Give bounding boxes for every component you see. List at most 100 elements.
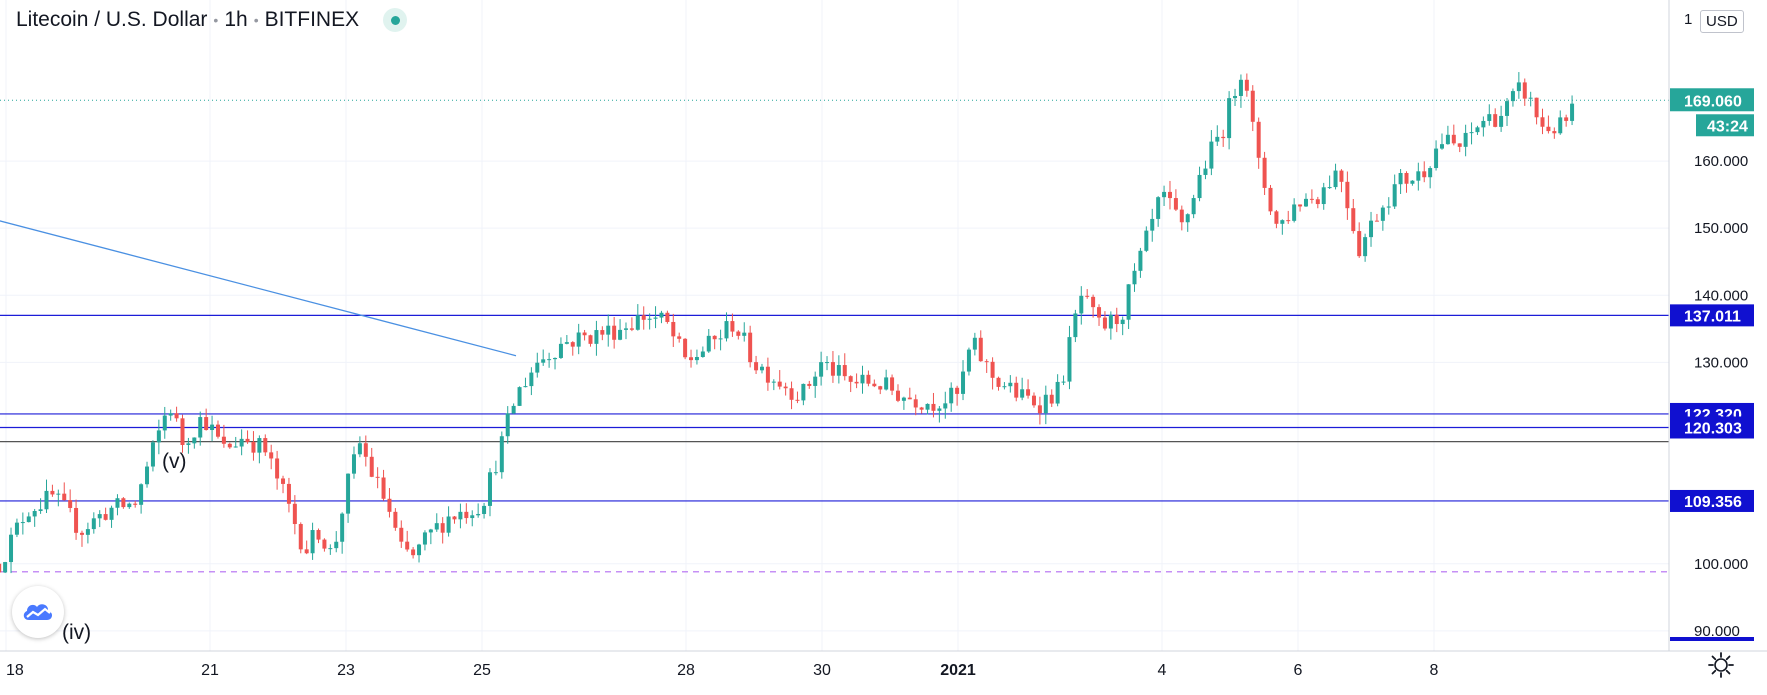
- candle-body: [919, 407, 924, 410]
- candle-body: [635, 315, 640, 330]
- candle-body: [925, 403, 930, 410]
- candle-body: [180, 418, 185, 445]
- candle-body: [1031, 395, 1036, 406]
- cloud-logo-icon: [23, 604, 53, 620]
- grid-lines: [0, 0, 1669, 651]
- price-tick-label: 1: [1684, 11, 1692, 28]
- candle-body: [1505, 101, 1510, 116]
- candle-body: [1097, 307, 1102, 318]
- candle-body: [718, 338, 723, 340]
- candle-body: [529, 372, 534, 387]
- candle-body: [866, 374, 871, 384]
- candle-body: [1274, 211, 1279, 224]
- separator-dot: •: [253, 12, 259, 28]
- candle-body: [1156, 197, 1161, 219]
- candle-body: [1481, 120, 1486, 128]
- symbol-header[interactable]: Litecoin / U.S. Dollar • 1h • BITFINEX: [16, 8, 408, 32]
- candle-body: [1102, 317, 1107, 329]
- candle-body: [830, 362, 835, 376]
- candle-body: [629, 328, 634, 330]
- candle-body: [85, 529, 90, 535]
- horizontal-levels[interactable]: [0, 99, 1669, 573]
- candle-body: [700, 351, 705, 357]
- candle-body: [895, 390, 900, 401]
- time-tick-label: 18: [6, 662, 24, 679]
- candle-body: [74, 507, 79, 533]
- candle-body: [1469, 132, 1474, 134]
- candle-body: [582, 332, 587, 336]
- candle-body: [659, 312, 664, 318]
- candle-body: [848, 376, 853, 382]
- trendlines[interactable]: [0, 23, 517, 409]
- market-open-dot-icon[interactable]: [383, 8, 408, 32]
- candle-body: [943, 403, 948, 409]
- candle-body: [901, 397, 906, 401]
- candle-body: [1268, 187, 1273, 212]
- candle-body: [1333, 170, 1338, 188]
- candle-body: [428, 529, 433, 533]
- currency-button[interactable]: USD: [1700, 10, 1744, 33]
- candle-body: [1049, 394, 1054, 404]
- candle-body: [464, 511, 469, 519]
- candle-body: [239, 438, 244, 447]
- candle-body: [446, 516, 451, 533]
- candle-body: [210, 424, 215, 431]
- candle-body: [1404, 172, 1409, 184]
- candle-body: [1108, 314, 1113, 329]
- candle-body: [493, 472, 498, 474]
- settings-gear-icon[interactable]: [1706, 650, 1736, 680]
- candle-body: [310, 530, 315, 554]
- candle-body: [1215, 136, 1220, 142]
- candle-body: [251, 441, 256, 453]
- candle-body: [706, 335, 711, 352]
- candle-body: [263, 438, 268, 453]
- price-level-label-bg: [1670, 304, 1754, 327]
- candle-body: [476, 513, 481, 516]
- candle-body: [665, 312, 670, 322]
- candle-body: [795, 399, 800, 401]
- trendline[interactable]: [0, 23, 517, 357]
- candle-body: [1079, 295, 1084, 314]
- candle-body: [233, 446, 238, 448]
- candle-body: [937, 408, 942, 411]
- candle-body: [417, 544, 422, 556]
- candle-body: [20, 522, 25, 524]
- price-axis[interactable]: 1 160.000 150.000 140.000 130.000 100.000 90.0…: [1670, 11, 1754, 641]
- candle-body: [1026, 389, 1031, 396]
- candle-body: [842, 365, 847, 377]
- candle-body: [168, 413, 173, 416]
- candle-body: [1416, 171, 1421, 181]
- time-tick-label: 25: [473, 662, 491, 679]
- candle-body: [1386, 206, 1391, 208]
- candle-body: [121, 498, 126, 508]
- candle-body: [1327, 187, 1332, 189]
- candle-body: [411, 549, 416, 556]
- candle-body: [198, 417, 203, 438]
- candle-body: [623, 328, 628, 330]
- candle-body: [742, 332, 747, 336]
- candle-body: [1570, 103, 1575, 121]
- candle-body: [1120, 319, 1125, 325]
- candle-body: [1179, 209, 1184, 223]
- candle-body: [245, 438, 250, 442]
- candle-body: [1499, 115, 1504, 127]
- candle-body: [1250, 90, 1255, 122]
- candle-body: [825, 362, 830, 364]
- time-tick-label: 21: [201, 662, 219, 679]
- candle-body: [1043, 394, 1048, 414]
- candle-body: [1244, 79, 1249, 91]
- candle-body: [907, 397, 912, 400]
- time-axis[interactable]: 18 21 23 25 28 30 2021 4 6 8: [6, 662, 1439, 679]
- candle-body: [1510, 91, 1515, 102]
- candle-body: [736, 331, 741, 336]
- tradingview-logo[interactable]: [12, 586, 64, 638]
- candle-body: [689, 357, 694, 361]
- candle-body: [1037, 405, 1042, 414]
- candle-body: [1475, 127, 1480, 133]
- candle-body: [434, 523, 439, 530]
- candle-body: [1298, 204, 1303, 207]
- candle-body: [1422, 171, 1427, 178]
- candle-body: [139, 484, 144, 505]
